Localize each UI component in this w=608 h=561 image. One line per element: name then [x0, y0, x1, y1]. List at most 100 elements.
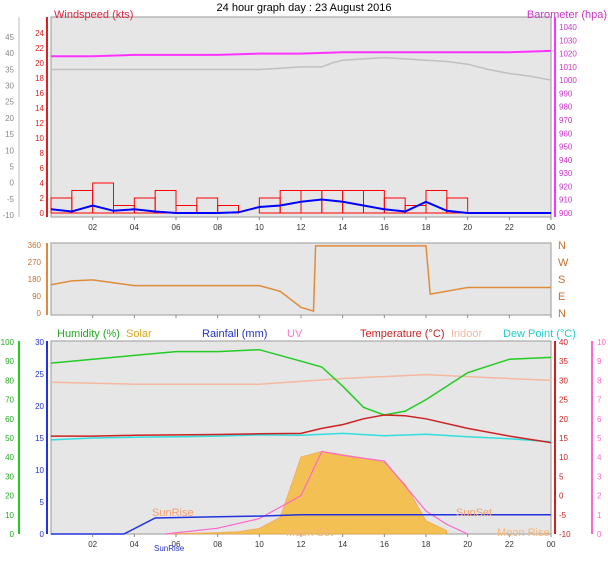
temperature-line [51, 414, 552, 444]
wind-tick: 24 [35, 29, 44, 38]
humidity-tick: 100 [1, 338, 15, 347]
dir-tick: 90 [32, 292, 41, 301]
humidity-line [50, 348, 552, 416]
gust-line [51, 56, 552, 81]
wind-direction-series [50, 245, 551, 313]
xtick-label-p1: 16 [380, 223, 389, 232]
wind-tick: 12 [35, 119, 44, 128]
baro-tick: 970 [559, 116, 573, 125]
wind-tick: 8 [40, 149, 45, 158]
wind-outer-tick: 0 [10, 179, 15, 188]
dewpoint-label: Dew Point (°C) [503, 328, 576, 340]
wind-outer-tick: 30 [5, 82, 14, 91]
indoor-label: Indoor [451, 328, 483, 340]
baro-tick: 960 [559, 129, 573, 138]
windspeed-bar [446, 197, 469, 214]
panel-wind-baro [50, 16, 552, 218]
baro-tick: 950 [559, 143, 573, 152]
rainfall-line [51, 514, 551, 535]
solar-label: Solar [126, 328, 152, 340]
uv-tick: 8 [597, 376, 602, 385]
uv-tick: 9 [597, 357, 602, 366]
dir-tick: 180 [28, 275, 42, 284]
baro-tick: 1040 [559, 23, 577, 32]
humidity-tick: 70 [5, 396, 14, 405]
windspeed-bar [92, 182, 114, 214]
uv-tick: 10 [597, 338, 606, 347]
windspeed-label: Windspeed (kts) [54, 9, 133, 21]
uv-tick: 6 [597, 415, 602, 424]
sunset-annotation: SunSet [456, 507, 492, 519]
baro-tick: 990 [559, 89, 573, 98]
temp-tick: 40 [559, 338, 568, 347]
xtick-label-p3: 10 [255, 540, 264, 549]
rain-tick: 30 [35, 338, 44, 347]
temp-tick: 35 [559, 357, 568, 366]
wind-tick: 18 [35, 74, 44, 83]
dir-compass-tick: E [558, 291, 565, 303]
wind-outer-tick: 40 [5, 49, 14, 58]
xtick-label-p1: 12 [297, 223, 306, 232]
dir-tick: 0 [37, 309, 42, 318]
uv-tick: 1 [597, 511, 602, 520]
xtick-label-p1: 10 [255, 223, 264, 232]
page-title: 24 hour graph day : 23 August 2016 [217, 2, 392, 14]
wind-baro-series [50, 49, 552, 214]
dewpoint-line [50, 432, 552, 443]
temp-tick: 25 [559, 396, 568, 405]
uv-tick: 4 [597, 453, 602, 462]
wind-outer-tick: 45 [5, 33, 14, 42]
sunrise-bottom-annotation: SunRise [154, 544, 185, 553]
rain-tick: 10 [35, 466, 44, 475]
sunrise-annotation: SunRise [152, 507, 194, 519]
xtick-label-p3: 18 [422, 540, 431, 549]
rain-tick: 20 [35, 402, 44, 411]
humidity-tick: 0 [10, 530, 15, 539]
temp-tick: 30 [559, 376, 568, 385]
baro-tick: 910 [559, 196, 573, 205]
xtick-label-p1: 14 [338, 223, 347, 232]
moonrise-annotation: Moon Rise [497, 527, 550, 539]
temp-tick: 5 [559, 472, 564, 481]
xtick-label-p1: 18 [422, 223, 431, 232]
humidity-label: Humidity (%) [57, 328, 120, 340]
wind-tick: 10 [35, 134, 44, 143]
baro-tick: 1030 [559, 36, 577, 45]
xtick-label-p1: 08 [213, 223, 222, 232]
baro-tick: 1020 [559, 50, 577, 59]
temp-tick: -10 [559, 530, 571, 539]
wind-outer-tick: 35 [5, 65, 14, 74]
humidity-tick: 60 [5, 415, 14, 424]
wind-tick: 20 [35, 59, 44, 68]
temp-tick: 0 [559, 492, 564, 501]
humidity-tick: 40 [5, 453, 14, 462]
temperature-label: Temperature (°C) [360, 328, 444, 340]
uv-tick: 0 [597, 530, 602, 539]
indoor-line [50, 373, 552, 385]
xtick-label-p3: 12 [297, 540, 306, 549]
temp-tick: 15 [559, 434, 568, 443]
uv-tick: 7 [597, 396, 602, 405]
temp-tick: 10 [559, 453, 568, 462]
baro-tick: 920 [559, 182, 573, 191]
baro-tick: 900 [559, 209, 573, 218]
rainfall-label: Rainfall (mm) [202, 328, 267, 340]
dir-tick: 360 [28, 241, 42, 250]
dir-compass-tick: N [558, 308, 566, 320]
wind-tick: 14 [35, 104, 44, 113]
xtick-label-p1: 06 [172, 223, 181, 232]
wind-outer-tick: 5 [10, 162, 15, 171]
rain-tick: 25 [35, 370, 44, 379]
dir-compass-tick: W [558, 257, 569, 269]
xtick-label-p1: 04 [130, 223, 139, 232]
xtick-label-p3: 08 [213, 540, 222, 549]
uv-tick: 5 [597, 434, 602, 443]
humidity-tick: 30 [5, 472, 14, 481]
solar-line [165, 450, 448, 535]
rain-tick: 15 [35, 434, 44, 443]
dir-compass-tick: S [558, 274, 565, 286]
xtick-label-p3: 02 [88, 540, 97, 549]
barometer-line [51, 49, 552, 58]
rain-tick: 0 [40, 530, 45, 539]
wind-tick: 6 [40, 164, 45, 173]
